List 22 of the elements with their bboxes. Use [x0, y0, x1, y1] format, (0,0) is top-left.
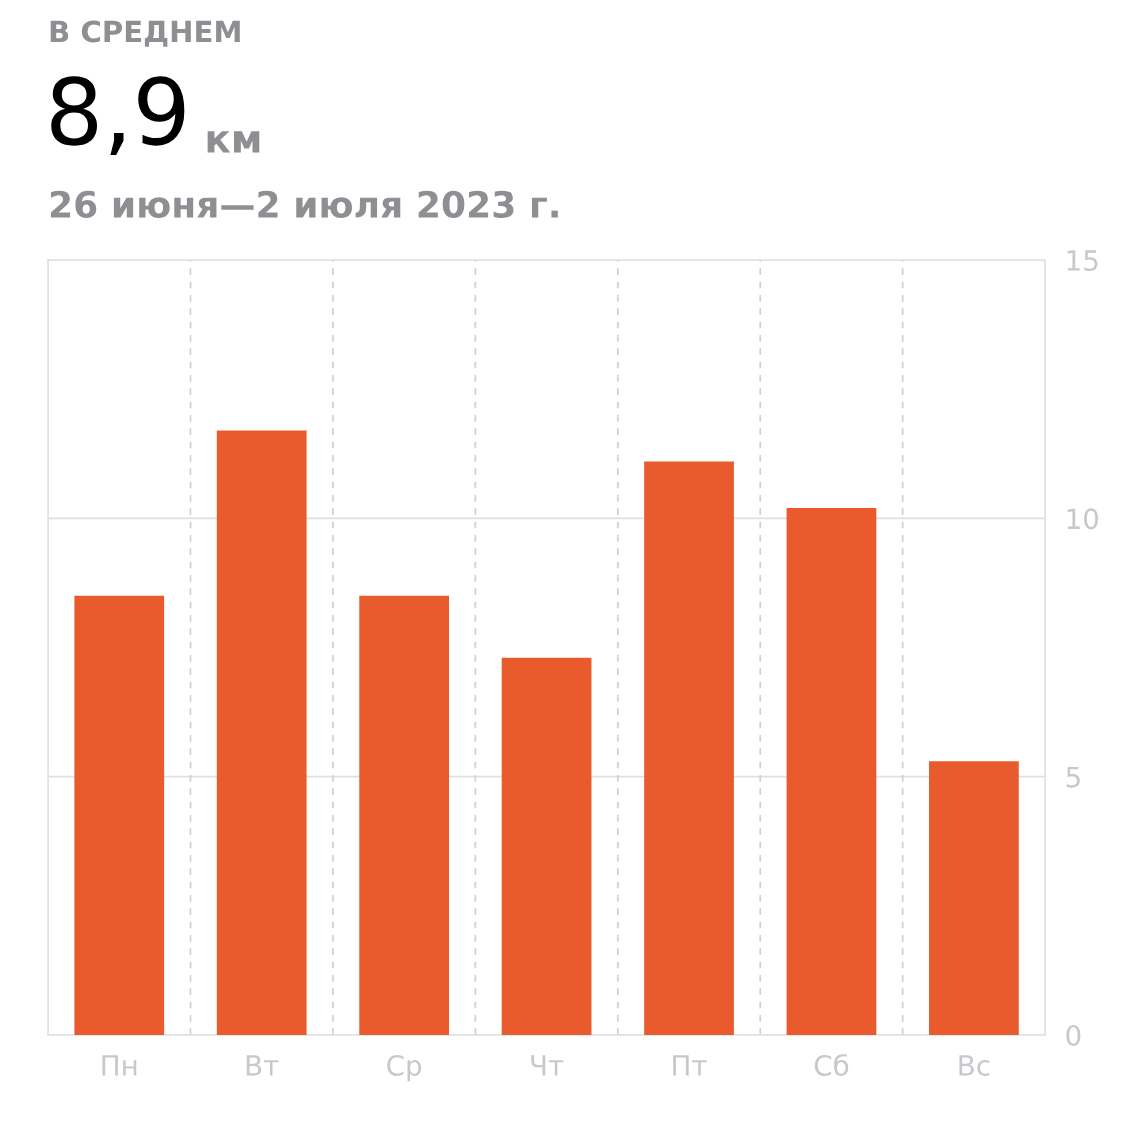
- y-tick-label: 0: [1066, 1024, 1081, 1046]
- bar: [216, 430, 307, 1035]
- bar: [644, 461, 734, 1035]
- y-tick-label: 15: [1067, 250, 1098, 271]
- x-tick-label: Сб: [814, 1053, 849, 1076]
- bar: [74, 595, 165, 1035]
- x-tick-label: Пн: [102, 1055, 137, 1076]
- x-tick-label: Вс: [959, 1055, 990, 1076]
- bar: [929, 761, 1019, 1035]
- text: 8,9: [51, 76, 185, 156]
- bar: [786, 508, 877, 1035]
- y-tick-label: 5: [1066, 766, 1080, 788]
- x-tick-label: Пт: [673, 1055, 707, 1076]
- x-tick-label: Вт: [246, 1055, 279, 1076]
- chart-title: В СРЕДНЕМ: [50, 20, 240, 47]
- x-tick-label: Чт: [531, 1055, 564, 1076]
- text: км: [207, 131, 260, 153]
- x-tick-label: Ср: [387, 1054, 422, 1082]
- chart-subtitle: 26 июня—2 июля 2023 г.: [50, 190, 558, 218]
- y-tick-label: 10: [1067, 508, 1099, 530]
- bar: [359, 595, 450, 1035]
- bar: [501, 657, 592, 1035]
